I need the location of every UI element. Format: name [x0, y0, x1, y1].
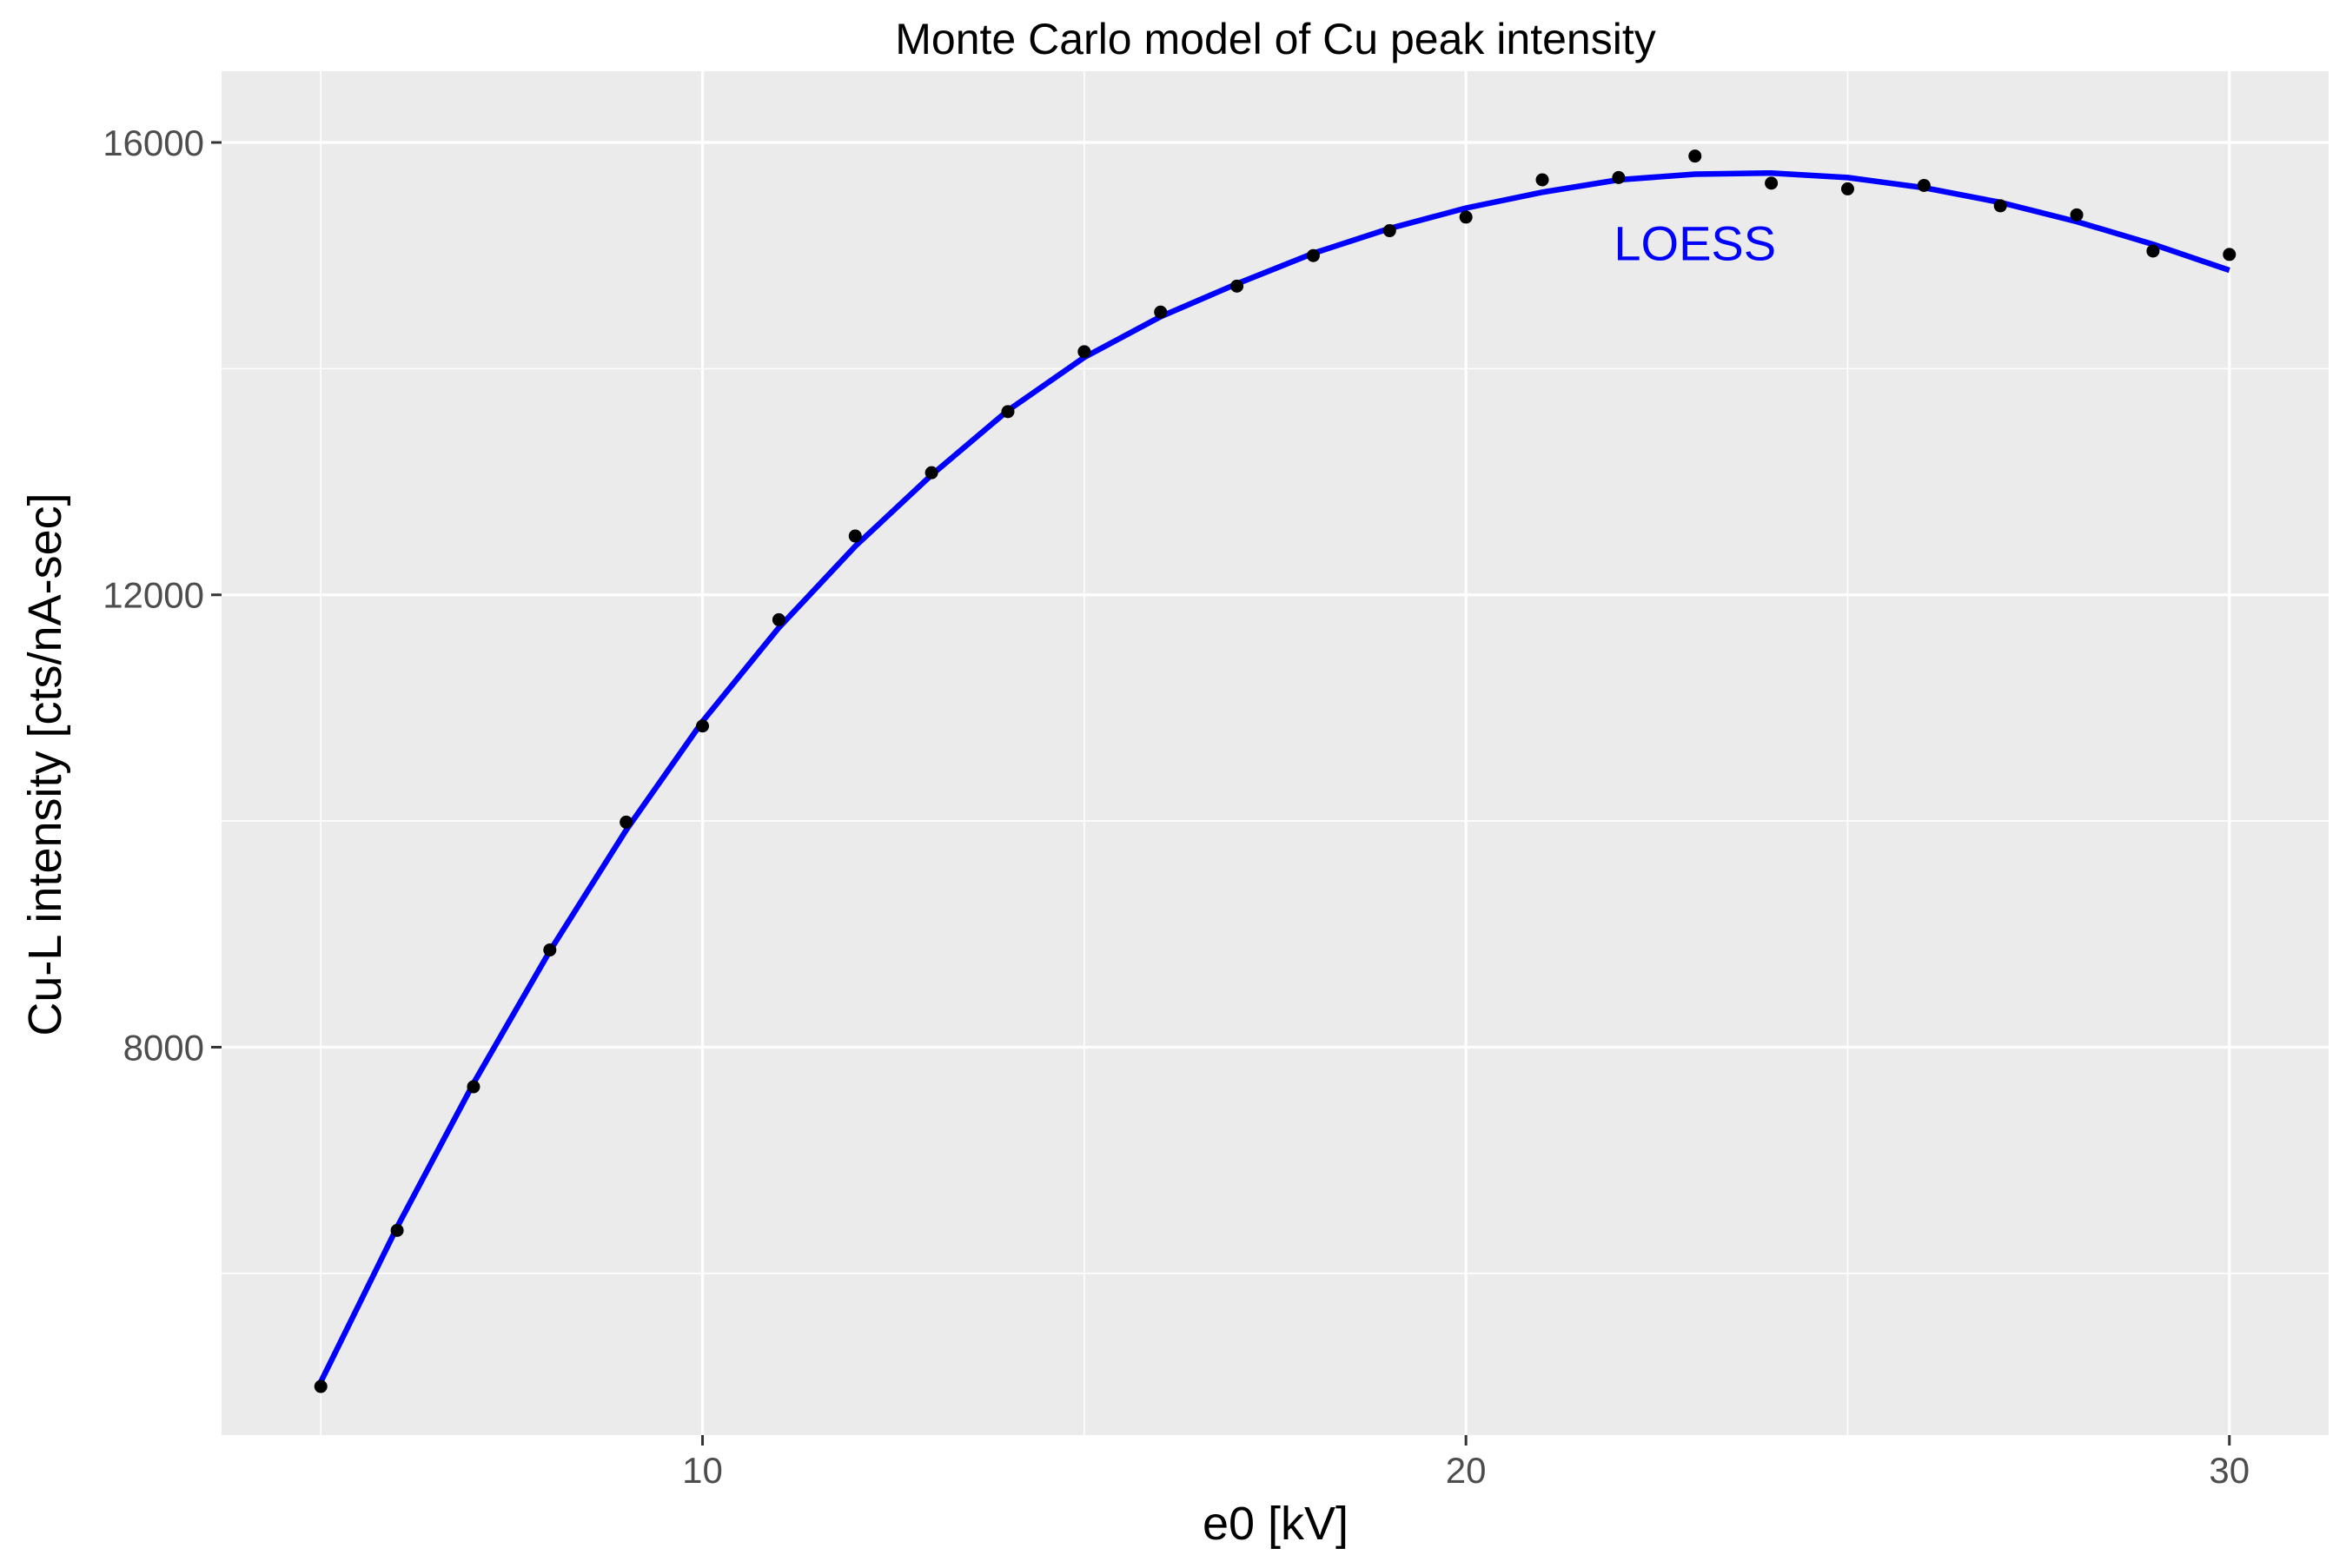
plot-panel	[222, 71, 2329, 1435]
y-tick-label: 8000	[123, 1027, 204, 1068]
data-point	[848, 529, 862, 543]
data-point	[1001, 405, 1015, 419]
data-point	[1535, 173, 1549, 187]
y-tick-label: 12000	[103, 575, 204, 616]
x-axis: 10 20 30	[682, 1435, 2250, 1491]
data-point	[314, 1379, 328, 1393]
fit-layer	[318, 169, 2230, 1384]
data-point	[1382, 224, 1396, 238]
data-point	[1688, 149, 1702, 163]
loess-annotation: LOESS	[1614, 215, 1776, 270]
y-tick-label: 16000	[103, 122, 204, 163]
data-point	[1077, 345, 1091, 359]
data-point	[1917, 178, 1931, 192]
minor-gridlines	[222, 71, 2329, 1435]
data-point	[620, 815, 633, 829]
data-point	[1765, 176, 1779, 190]
data-point	[1612, 170, 1626, 184]
y-axis-title: Cu-L intensity [cts/nA-sec]	[19, 493, 71, 1035]
x-axis-title: e0 [kV]	[1203, 1498, 1349, 1550]
data-point	[1306, 248, 1320, 262]
x-tick-label: 10	[682, 1450, 723, 1491]
data-point	[2146, 244, 2160, 258]
x-tick-label: 20	[1446, 1450, 1487, 1491]
data-point	[772, 612, 785, 626]
annotation-layer: LOESS	[1614, 215, 1776, 270]
points-layer	[314, 149, 2237, 1393]
data-point	[543, 943, 557, 957]
data-point	[1840, 182, 1854, 195]
x-tick-label: 30	[2209, 1450, 2250, 1491]
data-point	[924, 466, 938, 480]
chart-title: Monte Carlo model of Cu peak intensity	[895, 15, 1655, 63]
data-point	[1154, 305, 1168, 319]
data-point	[1993, 199, 2007, 213]
y-axis: 8000 12000 16000	[103, 122, 222, 1068]
loess-fit-line	[318, 169, 2230, 1384]
data-point	[1230, 279, 1244, 293]
data-point	[2070, 208, 2084, 222]
data-point	[1459, 210, 1473, 224]
data-point	[696, 719, 710, 733]
data-point	[2223, 248, 2237, 261]
data-point	[390, 1223, 404, 1237]
data-point	[467, 1080, 480, 1094]
major-gridlines	[222, 71, 2329, 1435]
